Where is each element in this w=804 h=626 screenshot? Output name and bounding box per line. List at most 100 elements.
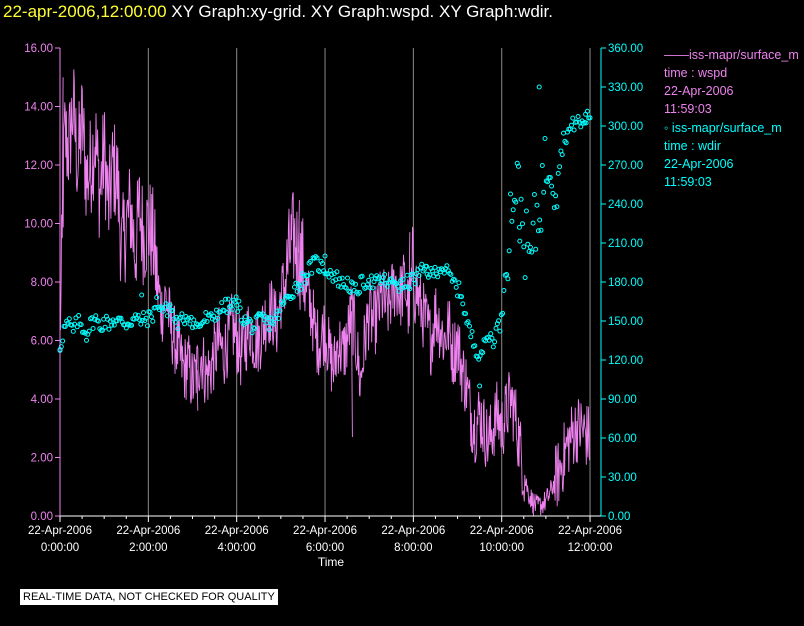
wspd-series [60,69,590,517]
wdir-point [95,318,101,324]
wdir-point [553,193,559,199]
wdir-point [249,330,255,336]
y-right-tick-label: 0.00 [608,511,630,523]
wdir-point [518,196,524,202]
wdir-point [191,317,197,323]
wdir-point [432,264,438,270]
wdir-point [350,280,356,286]
wdir-point [106,326,112,332]
quality-disclaimer: REAL-TIME DATA, NOT CHECKED FOR QUALITY [20,589,278,605]
wdir-point [187,321,193,327]
x-tick-label-date: 22-Apr-2006 [116,525,180,537]
wdir-point [416,273,422,278]
wdir-point [529,249,535,255]
wdir-point [467,323,472,329]
wdir-point [534,202,540,208]
wdir-point [424,263,430,269]
wdir-point [477,383,483,389]
x-tick-label-date: 22-Apr-2006 [470,525,534,537]
wspd-spike [61,77,64,239]
y-left-tick-label: 12.00 [24,160,53,172]
wdir-point [441,270,447,276]
wspd-spike [298,200,300,253]
y-right-tick-label: 270.00 [608,160,643,172]
wdir-point [66,316,72,322]
wspd-spike [470,413,473,452]
y-right-tick-label: 60.00 [608,433,637,445]
wdir-point [398,278,404,284]
legend-wdir-time: 11:59:03 [664,175,712,189]
legend-wdir-name: ◦ iss-mapr/surface_m [664,121,782,135]
wdir-point [156,307,162,313]
vertical-grid [147,48,591,516]
header-date: 22-apr-2006,12:00:00 [3,2,167,21]
wdir-point [574,119,580,125]
x-tick-label-time: 6:00:00 [306,542,344,554]
wdir-point [522,275,528,281]
legend-wdir-date: 22-Apr-2006 [664,157,734,171]
wdir-point [521,244,527,250]
wdir-point [508,191,513,197]
wdir-point [583,120,589,126]
wdir-point [167,302,173,308]
wdir-point [235,309,241,315]
x-tick-label-date: 22-Apr-2006 [381,525,445,537]
wspd-spike [408,232,411,312]
wdir-point [305,273,311,279]
wdir-point [260,311,266,317]
wdir-point [201,318,207,324]
wdir-point [233,294,239,300]
wdir-point [143,315,149,321]
wdir-point [368,273,374,279]
wdir-point [141,310,146,316]
wdir-point [469,329,475,334]
wdir-point [468,334,474,340]
wdir-point [537,217,543,223]
wdir-point [480,350,486,356]
wdir-point [307,259,313,264]
wdir-point [516,224,522,230]
wdir-point [513,199,519,205]
wdir-point [412,281,418,287]
wdir-point [554,204,560,210]
wdir-point [86,328,92,334]
wdir-point [164,313,170,319]
wspd-spike [196,369,199,411]
wdir-point [137,317,142,323]
x-tick-label-time: 0:00:00 [41,542,79,554]
y-left-tick-label: 14.00 [24,102,53,114]
y-left-tick-label: 6.00 [31,336,53,348]
wdir-point [394,281,400,287]
wdir-point [219,300,225,306]
wdir-point [276,316,282,321]
wdir-point [545,179,551,185]
wdir-point [488,331,494,337]
wdir-point [277,308,283,314]
x-tick-label-time: 2:00:00 [129,542,167,554]
y-left-tick-label: 8.00 [31,277,53,289]
wdir-point [419,261,425,267]
wdir-point [76,313,82,318]
wdir-point [583,111,589,117]
wdir-point [533,246,539,252]
wdir-point [463,311,468,317]
wdir-point [72,321,78,327]
wdir-point [281,300,287,306]
wdir-point [60,338,66,344]
x-axis-label: Time [318,555,345,569]
wdir-point [497,328,503,334]
wdir-point [69,322,75,328]
wdir-point [399,285,405,291]
wdir-point [190,325,195,331]
wdir-point [525,241,531,247]
wdir-point [496,318,502,324]
wdir-point [234,302,240,308]
wdir-point [563,140,569,146]
wdir-point [322,253,328,259]
wdir-point [453,284,459,290]
wdir-point [203,310,209,315]
wdir-point [520,221,525,227]
wdir-point [474,354,480,360]
wdir-point [357,290,362,295]
wdir-point [294,289,300,294]
